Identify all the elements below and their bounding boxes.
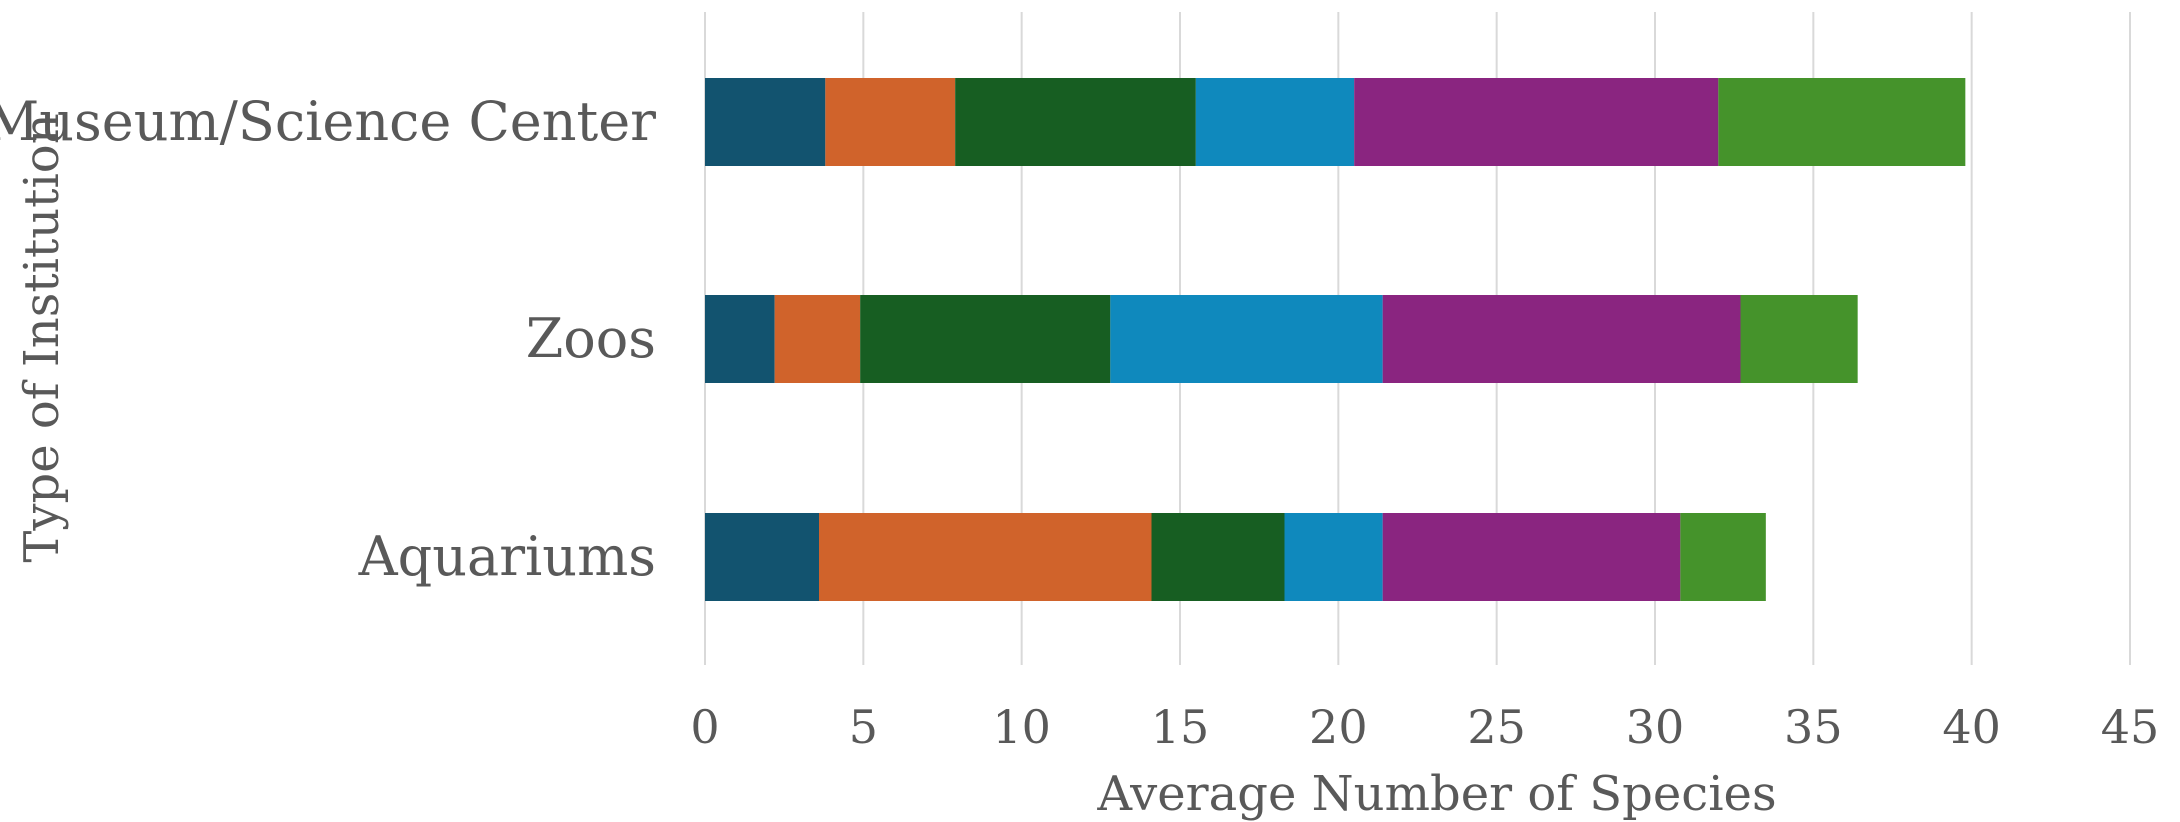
bar-segment <box>825 78 956 166</box>
y-axis-title: Type of Institution <box>14 113 70 562</box>
bar-segment <box>1151 513 1285 601</box>
bar-segment <box>1680 513 1766 601</box>
x-tick-label: 30 <box>1626 700 1685 754</box>
bar-segment <box>705 78 826 166</box>
bar-segment <box>705 513 819 601</box>
x-axis-title: Average Number of Species <box>1096 766 1776 822</box>
category-label: Aquariums <box>358 525 656 588</box>
bar-segment <box>1284 513 1383 601</box>
x-tick-label: 35 <box>1784 700 1843 754</box>
bar-segment <box>1718 78 1966 166</box>
bar-segment <box>955 78 1196 166</box>
x-tick-label: 25 <box>1467 700 1526 754</box>
x-tick-label: 45 <box>2101 700 2160 754</box>
x-tick-label: 15 <box>1151 700 1210 754</box>
bar-segment <box>1382 295 1741 383</box>
bar-segment <box>774 295 861 383</box>
category-labels: Museum/Science Center Zoos Aquariums <box>0 90 656 588</box>
bar-segment <box>1110 295 1383 383</box>
bar-segment <box>1740 295 1858 383</box>
x-tick-label: 5 <box>849 700 878 754</box>
bar-segment <box>705 295 775 383</box>
x-tick-label: 10 <box>992 700 1051 754</box>
x-tick-label: 20 <box>1309 700 1368 754</box>
bar-segment <box>1354 78 1719 166</box>
bar-segment <box>1382 513 1681 601</box>
category-label: Museum/Science Center <box>0 90 656 153</box>
x-tick-label: 40 <box>1942 700 2001 754</box>
x-tick-labels: 0 5 10 15 20 25 30 35 40 45 <box>690 700 2159 754</box>
bar-segment <box>1195 78 1355 166</box>
category-label: Zoos <box>526 307 656 370</box>
x-tick-label: 0 <box>690 700 719 754</box>
bar-segment <box>819 513 1152 601</box>
bar-segment <box>860 295 1111 383</box>
bars <box>705 78 1966 601</box>
